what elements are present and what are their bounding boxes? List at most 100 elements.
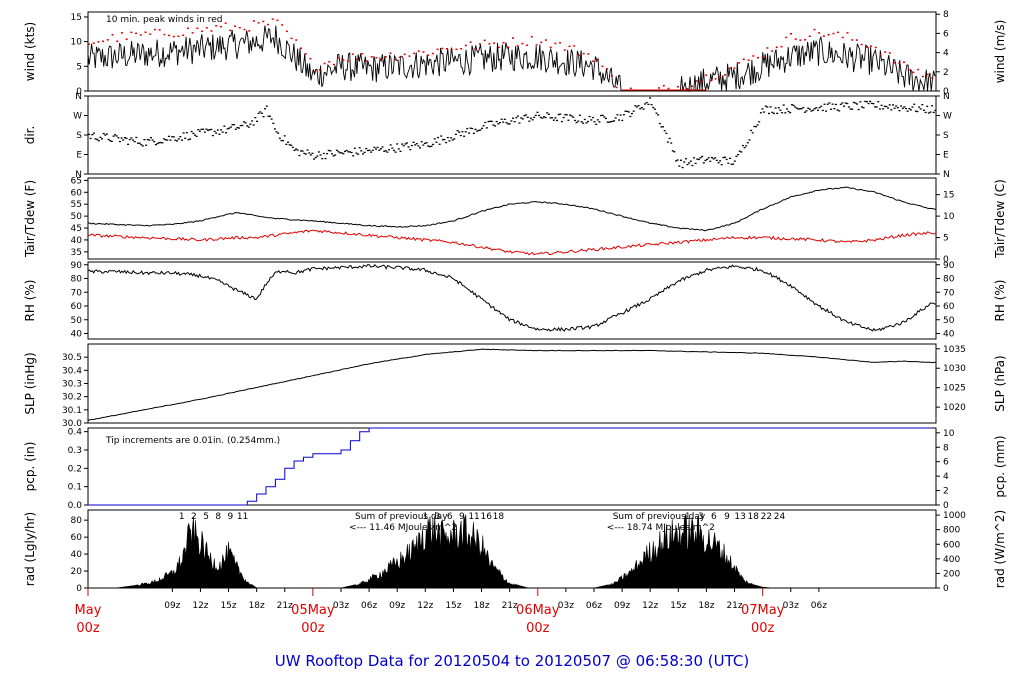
dir-point: [909, 109, 912, 111]
wind-peak-point: [757, 57, 759, 59]
ytick-right-label-rh: 60: [943, 302, 955, 312]
wind-peak-point: [832, 32, 835, 35]
rad-hour-mark: 8: [215, 512, 221, 522]
dir-point: [546, 112, 549, 114]
dir-point: [653, 108, 656, 110]
dir-point: [347, 151, 350, 153]
ytick-right-label-slp: 1020: [943, 403, 966, 413]
dir-point: [712, 158, 715, 160]
dir-point: [344, 150, 346, 153]
dir-point: [96, 138, 99, 141]
dir-point: [838, 110, 841, 112]
ytick-right-label-dir: E: [943, 151, 949, 161]
dir-point: [510, 120, 513, 122]
wind-peak-point: [168, 34, 171, 37]
wind-peak-point: [314, 70, 317, 73]
wind-peak-point: [158, 29, 161, 31]
dir-point: [481, 127, 483, 129]
wind-peak-point: [912, 71, 915, 74]
dir-point: [711, 156, 713, 159]
dir-point: [499, 122, 501, 124]
dir-point: [228, 127, 231, 129]
dir-point: [587, 120, 589, 123]
dir-point: [582, 122, 585, 124]
dir-point: [691, 164, 694, 167]
ytick-right-label-rad: 200: [943, 569, 960, 579]
wind-peak-point: [587, 53, 590, 55]
wind-peak-point: [719, 76, 722, 78]
ytick-label-temp: 60: [71, 188, 83, 198]
dir-point: [851, 108, 854, 110]
dir-point: [606, 121, 609, 123]
wind-peak-point: [403, 53, 406, 56]
dir-point: [357, 153, 360, 155]
dir-point: [547, 113, 550, 115]
dir-point: [461, 131, 464, 133]
dir-point: [233, 124, 236, 126]
wind-peak-point: [182, 34, 185, 36]
dir-point: [701, 155, 704, 158]
dir-point: [512, 117, 514, 119]
xtick-label: 21z: [726, 601, 742, 611]
dir-point: [120, 137, 123, 139]
dir-point: [870, 102, 873, 104]
dir-point: [808, 108, 811, 110]
dir-point: [673, 151, 676, 153]
dir-point: [337, 151, 340, 153]
dir-point: [109, 140, 112, 142]
dir-point: [428, 146, 431, 148]
dir-point: [878, 108, 881, 110]
dir-point: [88, 133, 90, 135]
dir-point: [482, 125, 485, 127]
dir-point: [746, 142, 749, 144]
ytick-label-wind: 5: [76, 62, 82, 72]
dir-point: [218, 133, 221, 135]
wind-peak-point: [530, 36, 533, 38]
dir-point: [198, 130, 201, 132]
dir-point: [792, 104, 795, 106]
dir-point: [914, 110, 917, 112]
xtick-label: 12z: [417, 601, 433, 611]
dir-point: [270, 118, 273, 120]
dir-point: [399, 150, 402, 152]
dir-point: [407, 146, 410, 148]
wind-peak-point: [219, 25, 222, 28]
dir-point: [97, 140, 100, 142]
wind-peak-point: [658, 87, 660, 89]
dir-point: [572, 116, 575, 118]
dir-point: [575, 121, 578, 124]
dir-point: [823, 103, 826, 105]
wind-peak-point: [535, 44, 538, 46]
dir-point: [171, 136, 174, 138]
ytick-label-wind: 15: [71, 13, 82, 23]
wind-annotation: 10 min. peak winds in red: [106, 15, 223, 25]
wind-peak-point: [738, 62, 741, 64]
dir-point: [865, 101, 868, 103]
dir-point: [101, 138, 103, 140]
wind-mean-line: [87, 25, 937, 93]
dir-point: [857, 108, 860, 111]
dir-point: [714, 157, 717, 159]
dir-point: [635, 106, 638, 108]
wind-peak-point: [431, 52, 434, 55]
dir-point: [771, 111, 774, 113]
xtick-label: 21z: [502, 601, 518, 611]
dir-point: [631, 112, 633, 115]
rad-hour-mark: 6: [711, 512, 717, 522]
dir-point: [174, 139, 177, 141]
wind-peak-point: [700, 81, 703, 83]
wind-peak-point: [323, 62, 326, 65]
dir-point: [903, 106, 906, 108]
wind-peak-point: [111, 34, 114, 36]
dir-point: [388, 149, 391, 151]
dir-point: [130, 137, 133, 139]
dir-point: [350, 151, 353, 154]
wind-peak-point: [610, 75, 613, 77]
rad-annotation-line1: Sum of previous day: [355, 512, 448, 522]
dir-point: [402, 145, 405, 147]
wind-peak-point: [851, 39, 854, 41]
ytick-label-temp: 50: [71, 212, 83, 222]
dir-point: [360, 150, 363, 152]
dir-point: [386, 151, 389, 153]
dir-point: [893, 107, 896, 109]
